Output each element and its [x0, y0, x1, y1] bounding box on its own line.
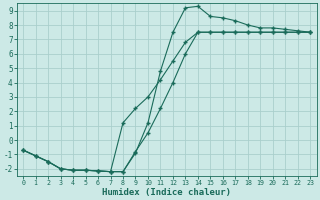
X-axis label: Humidex (Indice chaleur): Humidex (Indice chaleur) — [102, 188, 231, 197]
